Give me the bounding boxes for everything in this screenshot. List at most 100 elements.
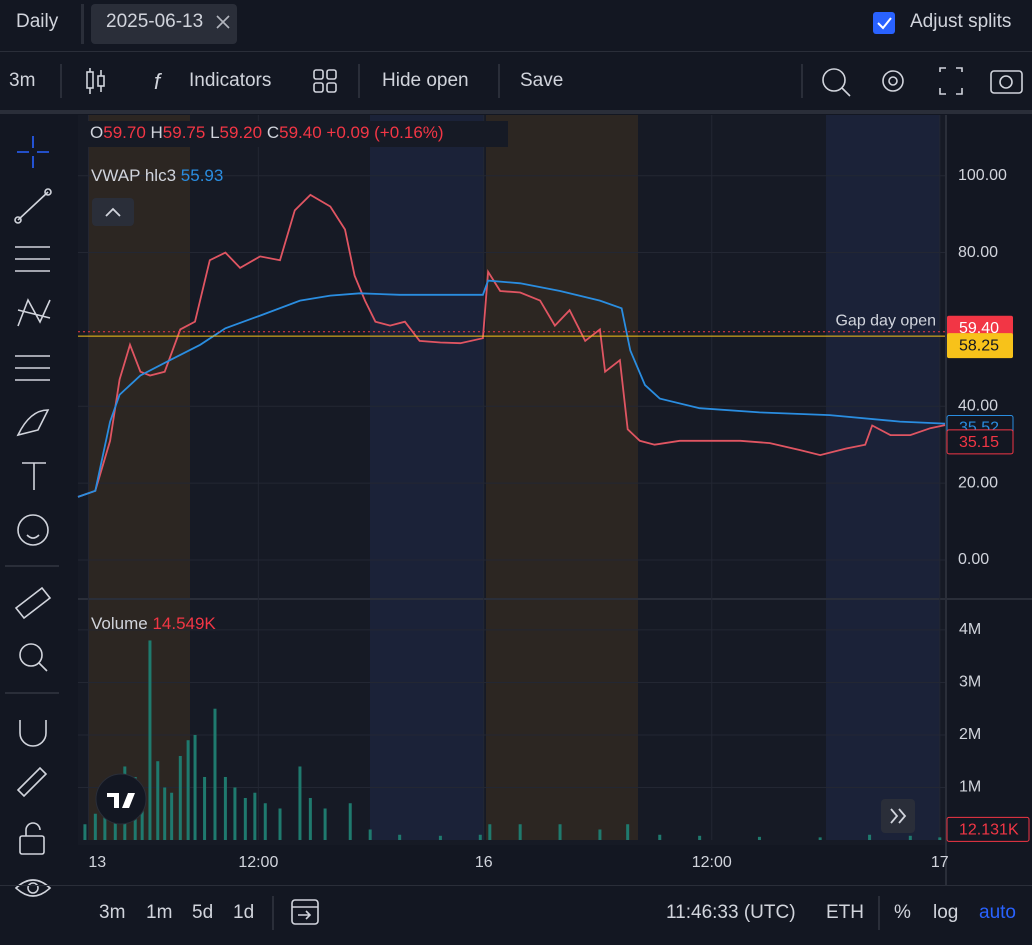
collapse-button[interactable] (92, 198, 134, 226)
pane-divider (78, 598, 1032, 600)
legend: Volume 14.549K (91, 614, 216, 633)
separator (0, 51, 1032, 52)
y-tick-label: 0.00 (958, 551, 989, 568)
low: 59.20 (220, 123, 263, 142)
volume-bar (163, 787, 167, 840)
y-tick-label: 20.00 (958, 474, 998, 491)
volume-bar (93, 813, 97, 840)
x-tick-label: 16 (475, 854, 493, 871)
divider (5, 565, 59, 567)
session-band (826, 115, 940, 840)
axis-badge (946, 816, 1030, 842)
clock: 11:46:33 (UTC) (666, 902, 796, 923)
hide-open[interactable]: Hide open (382, 70, 469, 91)
price-badge (947, 333, 1013, 359)
close: 59.40 (279, 123, 322, 142)
volume-bar (488, 824, 492, 840)
axis-badge-label: 35.15 (959, 434, 999, 451)
tool-rail (0, 114, 64, 940)
goto-date[interactable] (291, 899, 319, 925)
y-tick-label: 80.00 (958, 244, 998, 261)
price-line-title: Gap day open (835, 312, 936, 329)
status: O59.70 H59.75 L59.20 C59.40 +0.09 (+0.16… (90, 123, 444, 142)
session-band (486, 115, 638, 840)
volume-bar (558, 824, 562, 840)
volume-bar (757, 836, 761, 840)
high: 59.75 (163, 123, 206, 142)
legend: VWAP hlc3 55.93 (91, 166, 223, 185)
drawing-tools[interactable] (14, 136, 52, 897)
axis-badge-label: 12.131K (959, 822, 1019, 839)
y-tick-label: 1M (959, 779, 981, 796)
chevrons (890, 808, 907, 824)
session[interactable]: ETH (826, 902, 864, 923)
volume-bar (698, 835, 702, 840)
divider (498, 64, 500, 98)
volume-bar (478, 834, 482, 840)
volume-bar (103, 808, 107, 840)
range[interactable]: 5d (192, 902, 213, 923)
status-line (84, 121, 508, 147)
volume-bar (368, 829, 372, 840)
volume-bar (140, 797, 144, 840)
volume-bar (908, 835, 912, 840)
volume-bar (308, 797, 312, 840)
check (877, 17, 892, 30)
volume-bar (243, 797, 247, 840)
volume-bar (223, 776, 227, 840)
volume-bar (868, 834, 872, 840)
toolbar-icons[interactable] (822, 67, 1023, 97)
range[interactable]: 1d (233, 902, 254, 923)
x-tick-label: 12:00 (692, 854, 732, 871)
session-band (370, 115, 484, 840)
logo-mark (107, 793, 135, 808)
range[interactable]: 3m (99, 902, 125, 923)
volume-bar (186, 740, 190, 840)
y-tick-label: 4M (959, 621, 981, 638)
layout-icon[interactable] (313, 69, 337, 93)
divider (60, 64, 62, 98)
divider (81, 4, 84, 44)
y-tick-label: 100.00 (958, 167, 1007, 184)
volume-bar (398, 834, 402, 840)
fx-icon[interactable]: f (154, 69, 163, 94)
series-line (77, 193, 946, 498)
adjust-splits[interactable]: Adjust splits (910, 11, 1011, 32)
volume-bar (213, 708, 217, 840)
date-tab[interactable] (91, 4, 237, 44)
open: 59.70 (103, 123, 146, 142)
candle-icon[interactable] (86, 68, 105, 94)
interval[interactable]: Daily (16, 11, 59, 32)
price-badge-label: 59.40 (959, 320, 999, 337)
indicators[interactable]: Indicators (189, 70, 271, 91)
x-tick-label: 12:00 (238, 854, 278, 871)
volume-bar (156, 761, 160, 840)
volume-bar (278, 808, 282, 840)
timeframe[interactable]: 3m (9, 70, 35, 91)
x-tick-label: 17 (931, 854, 949, 871)
volume-bar (170, 792, 174, 840)
volume-bar (658, 834, 662, 840)
checkbox[interactable] (873, 12, 895, 34)
high-label: H (151, 123, 163, 142)
open-label: O (90, 123, 103, 142)
change: +0.09 (+0.16%) (326, 123, 443, 142)
axis-divider (945, 115, 947, 885)
y-tick-label: 2M (959, 726, 981, 743)
percent[interactable]: % (894, 902, 911, 923)
close-tab[interactable] (216, 15, 230, 29)
range[interactable]: 1m (146, 902, 172, 923)
volume-bar (233, 787, 237, 840)
separator (0, 110, 1032, 114)
y-tick-label: 3M (959, 674, 981, 691)
log[interactable]: log (933, 902, 958, 923)
divider (801, 64, 803, 98)
save[interactable]: Save (520, 70, 563, 91)
gutter (64, 114, 78, 940)
volume-bar (518, 824, 522, 840)
auto[interactable]: auto (979, 902, 1016, 923)
logo[interactable] (95, 773, 147, 825)
legend-name[interactable]: Volume (91, 614, 148, 633)
divider (358, 64, 360, 98)
legend-name[interactable]: VWAP hlc3 (91, 166, 176, 185)
